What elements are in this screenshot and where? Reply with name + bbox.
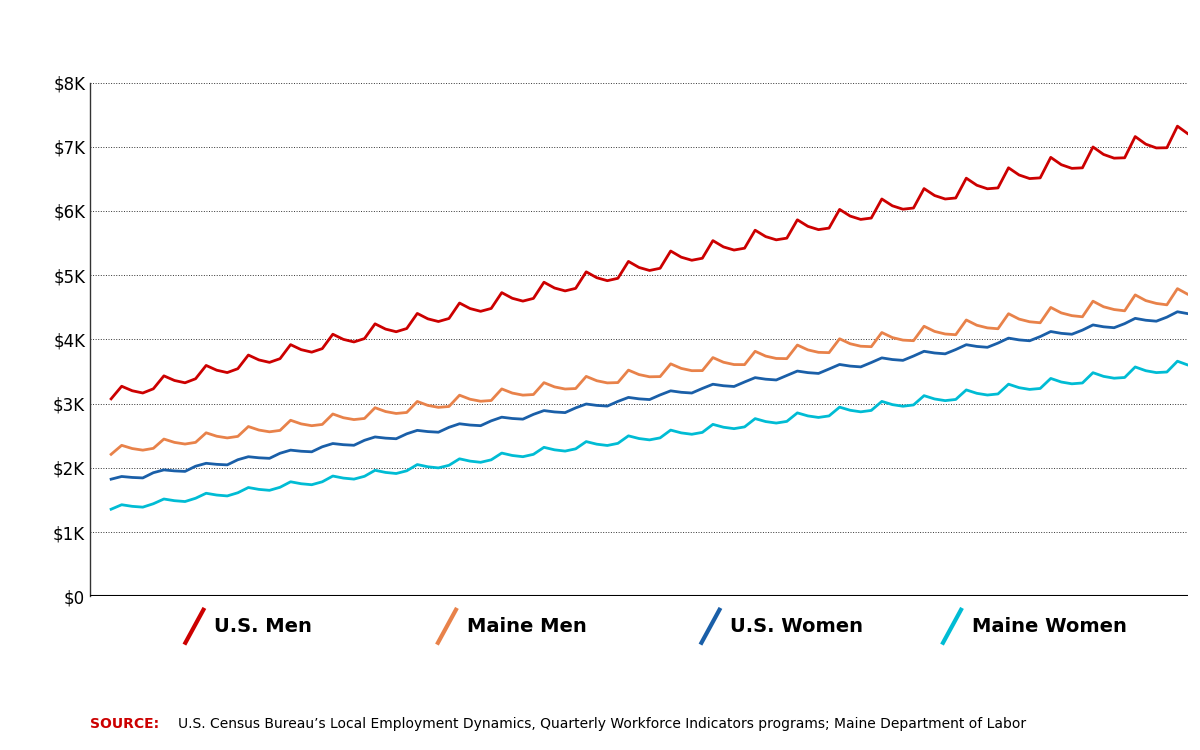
Text: 2001: 2001 bbox=[259, 621, 301, 636]
Text: U.S. Men: U.S. Men bbox=[215, 616, 312, 636]
Text: GENDER PAY GAP IN CONSTRUCTION: GENDER PAY GAP IN CONSTRUCTION bbox=[16, 31, 499, 56]
Text: 2013: 2013 bbox=[766, 621, 808, 636]
Text: 2003: 2003 bbox=[343, 621, 386, 636]
Text: U.S. Women: U.S. Women bbox=[731, 616, 863, 636]
Text: 2009: 2009 bbox=[596, 621, 640, 636]
Text: Maine Men: Maine Men bbox=[467, 616, 587, 636]
Text: Maine Women: Maine Women bbox=[972, 616, 1127, 636]
Text: 2011: 2011 bbox=[682, 621, 724, 636]
Text: 2015: 2015 bbox=[850, 621, 893, 636]
Text: 2007: 2007 bbox=[512, 621, 554, 636]
Text: 2017: 2017 bbox=[935, 621, 977, 636]
Text: 2021: 2021 bbox=[1103, 621, 1146, 636]
Text: 2005: 2005 bbox=[427, 621, 470, 636]
Text: 2019: 2019 bbox=[1019, 621, 1062, 636]
Text: 1997: 1997 bbox=[90, 621, 132, 636]
Text: U.S. Census Bureau’s Local Employment Dynamics, Quarterly Workforce Indicators p: U.S. Census Bureau’s Local Employment Dy… bbox=[178, 717, 1026, 731]
Text: 1999: 1999 bbox=[174, 621, 217, 636]
Text: SOURCE:: SOURCE: bbox=[90, 717, 160, 731]
